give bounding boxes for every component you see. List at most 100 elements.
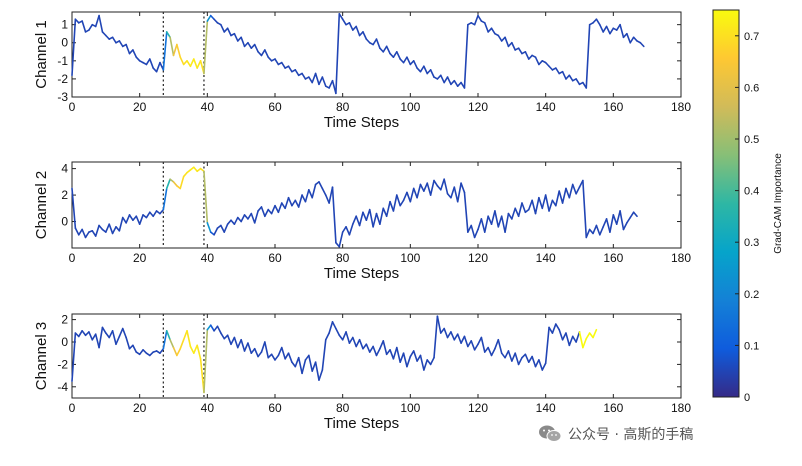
series-segment [487, 346, 493, 357]
x-tick-label: 100 [400, 401, 420, 415]
series-segment [375, 212, 381, 225]
x-tick-label: 80 [336, 401, 350, 415]
series-segment [118, 40, 124, 48]
series-segment [284, 196, 290, 210]
series-segment [504, 36, 510, 48]
series-segment [446, 331, 452, 339]
series-segment [473, 228, 479, 239]
series-segment [517, 47, 523, 55]
series-segment [541, 194, 547, 210]
series-segment [372, 345, 378, 357]
series-segment [125, 336, 131, 350]
series-segment [365, 38, 371, 44]
series-segment [575, 78, 581, 86]
series-segment [463, 23, 469, 89]
series-segment [98, 326, 104, 349]
series-segment [406, 355, 412, 368]
series-segment [365, 343, 371, 353]
series-segment [206, 324, 212, 331]
x-tick-label: 40 [201, 401, 215, 415]
series-segment [335, 327, 341, 337]
series-segment [463, 335, 469, 348]
series-segment [436, 315, 442, 334]
series-segment [264, 49, 270, 59]
series-segment [446, 76, 452, 86]
series-segment [470, 340, 476, 351]
y-axis-label: Channel 2 [33, 171, 50, 239]
series-segment [193, 166, 198, 173]
series-segment [321, 187, 327, 196]
series-segment [419, 65, 425, 73]
series-segment [575, 331, 581, 343]
series-segment [362, 31, 368, 40]
series-segment [270, 353, 276, 361]
series-segment [71, 18, 77, 77]
series-segment [473, 14, 479, 26]
series-segment [152, 210, 158, 218]
series-segment [565, 332, 571, 347]
x-axis-label: Time Steps [324, 265, 399, 282]
x-tick-label: 40 [201, 100, 215, 114]
series-segment [223, 223, 229, 233]
series-segment [308, 188, 314, 199]
series-segment [352, 215, 358, 225]
series-segment [362, 211, 368, 222]
series-segment [500, 215, 506, 233]
series-segment [105, 223, 111, 233]
series-segment [561, 70, 567, 80]
series-segment [260, 341, 266, 353]
series-segment [470, 224, 476, 239]
series-segment [91, 230, 97, 237]
x-tick-label: 80 [336, 100, 350, 114]
series-segment [98, 14, 104, 33]
series-segment [304, 188, 310, 203]
series-segment [189, 345, 195, 355]
series-segment [531, 355, 537, 368]
series-segment [538, 60, 544, 66]
series-segment [287, 352, 293, 363]
series-segment [179, 175, 185, 190]
series-segment [318, 76, 324, 86]
series-segment [511, 207, 517, 220]
series-segment [179, 338, 185, 350]
series-segment [111, 226, 117, 235]
series-segment [162, 329, 168, 350]
series-segment [439, 74, 445, 84]
series-segment [605, 25, 611, 35]
series-segment [250, 212, 256, 224]
series-segment [182, 329, 188, 341]
x-axis-label: Time Steps [324, 114, 399, 131]
series-segment [368, 208, 374, 228]
series-segment [511, 352, 517, 362]
series-segment [395, 194, 401, 207]
series-segment [341, 18, 347, 26]
series-segment [77, 228, 83, 236]
series-segment [81, 228, 87, 239]
series-segment [517, 202, 523, 218]
series-segment [362, 343, 368, 350]
series-segment [328, 321, 334, 334]
series-segment [419, 183, 425, 192]
series-segment [568, 335, 574, 347]
series-segment [558, 328, 564, 341]
series-segment [247, 342, 253, 355]
series-segment [81, 20, 87, 33]
x-axis-label: Time Steps [324, 415, 399, 432]
series-segment [318, 181, 324, 190]
series-segment [527, 355, 533, 363]
x-tick-label: 0 [69, 100, 76, 114]
x-tick-label: 100 [400, 251, 420, 265]
series-segment [379, 207, 385, 225]
series-segment [598, 23, 604, 33]
series-segment [135, 56, 141, 62]
series-segment [598, 226, 604, 236]
series-segment [226, 334, 232, 346]
x-tick-label: 100 [400, 100, 420, 114]
series-segment [220, 224, 226, 233]
series-segment [409, 350, 415, 358]
colorbar-tick-label: 0.5 [744, 134, 759, 146]
y-tick-label: 2 [61, 188, 68, 202]
x-tick-label: 180 [671, 100, 691, 114]
